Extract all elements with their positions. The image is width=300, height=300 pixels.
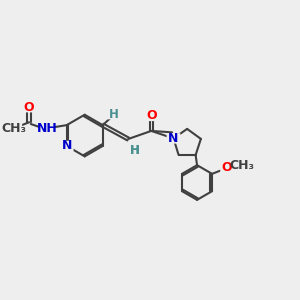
Text: H: H [130, 144, 140, 157]
Text: O: O [146, 110, 157, 122]
Text: CH₃: CH₃ [2, 122, 26, 135]
FancyBboxPatch shape [60, 141, 74, 151]
FancyBboxPatch shape [144, 111, 158, 121]
Text: N: N [61, 140, 72, 152]
Text: H: H [130, 144, 140, 157]
FancyBboxPatch shape [128, 146, 142, 156]
FancyBboxPatch shape [220, 162, 234, 173]
FancyBboxPatch shape [40, 123, 55, 134]
Text: NH: NH [37, 122, 57, 135]
FancyBboxPatch shape [107, 109, 121, 119]
Text: O: O [24, 101, 34, 114]
FancyBboxPatch shape [6, 123, 22, 134]
Text: N: N [168, 132, 179, 145]
FancyBboxPatch shape [167, 133, 181, 144]
FancyBboxPatch shape [234, 160, 250, 170]
Text: CH₃: CH₃ [230, 159, 255, 172]
FancyBboxPatch shape [129, 146, 140, 156]
Text: O: O [222, 161, 232, 174]
Text: H: H [109, 108, 118, 121]
FancyBboxPatch shape [22, 102, 36, 112]
